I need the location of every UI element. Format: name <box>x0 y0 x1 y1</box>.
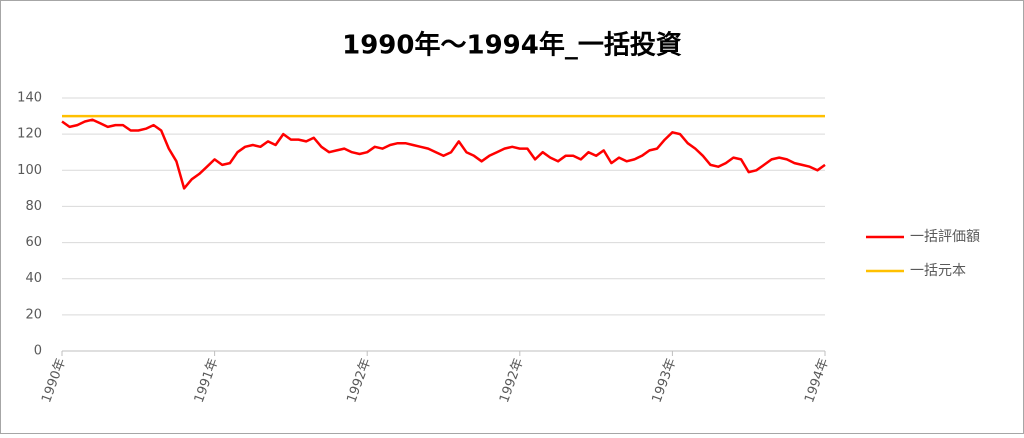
y-tick-label: 140 <box>17 91 42 106</box>
series-line <box>61 118 826 190</box>
legend-label: 一括元本 <box>910 263 966 279</box>
y-tick-label: 20 <box>25 307 42 322</box>
legend-label: 一括評価額 <box>910 229 980 245</box>
chart-title: 1990年～1994年_一括投資 <box>342 30 682 61</box>
y-tick-label: 80 <box>25 199 42 214</box>
y-tick-label: 120 <box>17 127 42 142</box>
y-tick-label: 100 <box>17 163 42 178</box>
y-tick-label: 60 <box>25 235 42 250</box>
y-tick-label: 0 <box>34 344 42 359</box>
y-tick-label: 40 <box>25 271 42 286</box>
